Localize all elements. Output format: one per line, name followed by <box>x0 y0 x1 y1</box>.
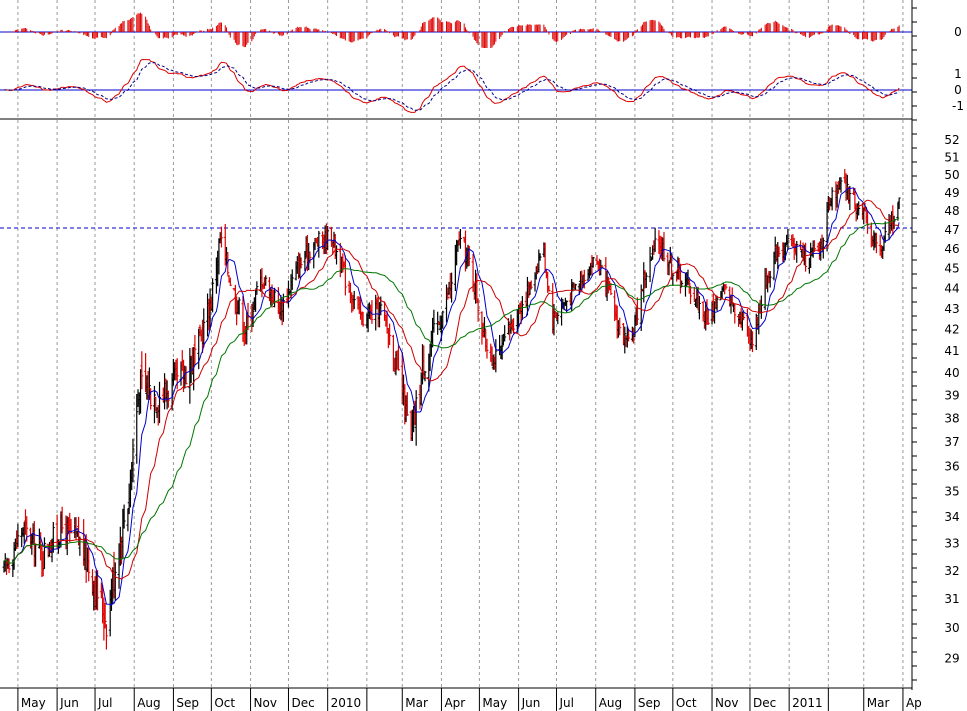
price-tick-label: 30 <box>944 621 959 635</box>
price-tick-label: 51 <box>944 150 959 164</box>
macd-tick-label: 1 <box>954 67 962 81</box>
price-tick-label: 52 <box>944 133 959 147</box>
price-tick-label: 34 <box>944 510 959 524</box>
price-tick-label: 50 <box>944 168 959 182</box>
x-tick-label: Mar <box>867 696 890 710</box>
x-tick-label: Jun <box>521 696 541 710</box>
x-tick-label: Ap <box>906 696 922 710</box>
histogram-oscillator-panel <box>0 12 912 48</box>
macd-tick-label: 0 <box>954 83 962 97</box>
price-tick-label: 38 <box>944 411 959 425</box>
x-tick-label: Aug <box>137 696 160 710</box>
moving-average-line <box>3 199 900 580</box>
x-tick-label: 2010 <box>331 696 362 710</box>
x-tick-label: Oct <box>676 696 697 710</box>
x-tick-label: Apr <box>444 696 465 710</box>
x-tick-label: May <box>482 696 507 710</box>
oscillator-tick-label: 0 <box>954 25 962 39</box>
x-tick-label: May <box>21 696 46 710</box>
price-tick-label: 36 <box>944 459 959 473</box>
price-tick-label: 33 <box>944 537 959 551</box>
macd-panel <box>0 59 912 113</box>
x-tick-label: Nov <box>715 696 738 710</box>
price-tick-label: 42 <box>944 323 959 337</box>
x-tick-label: Aug <box>599 696 622 710</box>
vertical-gridlines <box>17 0 904 688</box>
price-tick-label: 46 <box>944 242 959 256</box>
moving-average-line <box>3 187 900 607</box>
macd-signal-line <box>4 62 900 111</box>
x-tick-label: Sep <box>176 696 199 710</box>
price-tick-label: 37 <box>944 435 959 449</box>
price-tick-label: 31 <box>944 592 959 606</box>
moving-average-line <box>3 217 900 564</box>
price-panel <box>0 169 912 650</box>
price-tick-label: 43 <box>944 302 959 316</box>
price-tick-label: 47 <box>944 223 959 237</box>
price-tick-label: 29 <box>944 651 959 665</box>
price-tick-label: 45 <box>944 261 959 275</box>
macd-tick-label: -1 <box>952 99 964 113</box>
macd-line <box>3 59 900 113</box>
price-tick-label: 40 <box>944 366 959 380</box>
x-tick-label: Oct <box>214 696 235 710</box>
x-tick-label: Dec <box>753 696 776 710</box>
price-tick-label: 44 <box>944 281 959 295</box>
price-tick-label: 35 <box>944 484 959 498</box>
price-tick-label: 48 <box>944 204 959 218</box>
x-tick-label: Jul <box>559 696 574 710</box>
price-tick-label: 41 <box>944 344 959 358</box>
x-tick-label: Jun <box>59 696 79 710</box>
x-tick-label: Nov <box>254 696 277 710</box>
price-tick-label: 32 <box>944 564 959 578</box>
x-tick-label: Mar <box>405 696 428 710</box>
price-tick-label: 39 <box>944 388 959 402</box>
x-tick-label: Jul <box>97 696 112 710</box>
x-tick-label: Sep <box>638 696 661 710</box>
x-tick-label: 2011 <box>792 696 823 710</box>
price-tick-label: 49 <box>944 186 959 200</box>
x-tick-label: Dec <box>291 696 314 710</box>
